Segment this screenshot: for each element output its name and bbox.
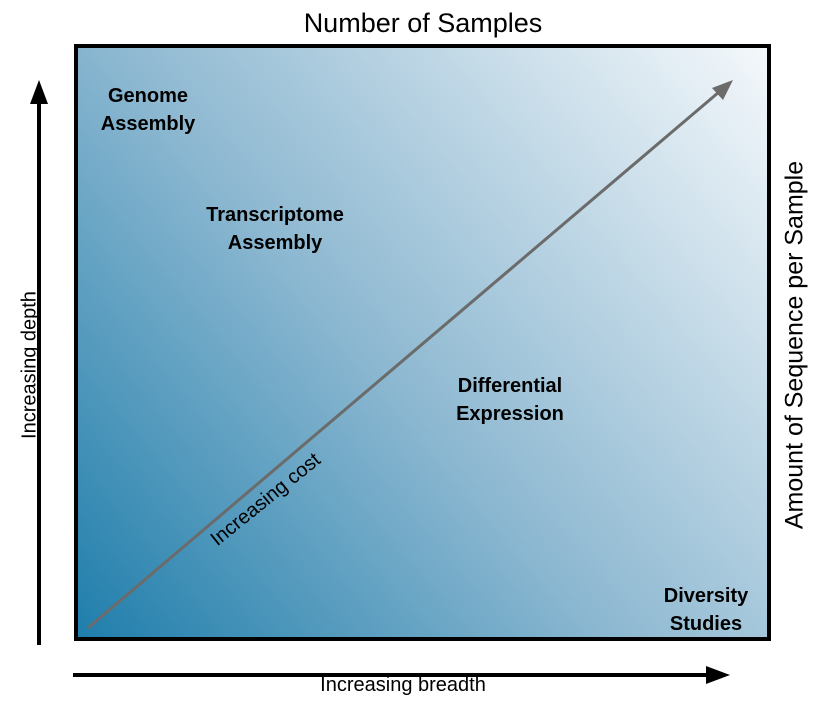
region-differential-expression: Differential Expression [456,375,564,425]
region-diversity-studies: Diversity Studies [663,585,749,635]
diagram-box [74,44,771,641]
region-genome-assembly: Genome Assembly [100,85,196,135]
diagonal-cost-arrow-line [87,90,720,630]
horizontal-axis-arrowhead [706,666,730,684]
bottom-axis-label: Increasing breadth [320,674,486,696]
gradient-background [78,48,767,637]
diagonal-cost-arrowhead [712,80,733,100]
vertical-axis-arrowhead [30,80,48,104]
top-title: Number of Samples [303,8,543,38]
region-transcriptome-assembly: Transcriptome Assembly [206,204,344,254]
